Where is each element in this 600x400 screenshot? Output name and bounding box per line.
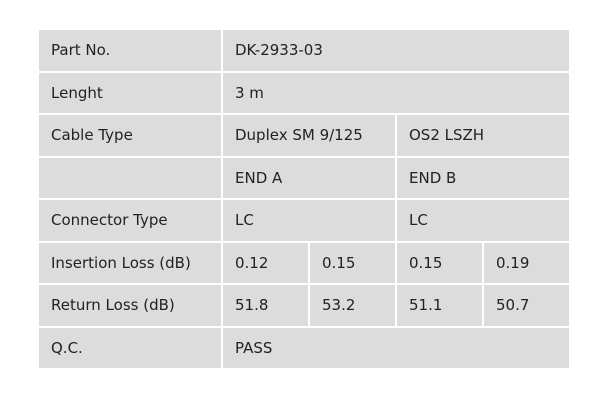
row-label: Connector Type: [39, 200, 221, 241]
table-row: Connector Type LC LC: [39, 200, 569, 241]
value-cell: 51.8: [223, 285, 308, 326]
table-row: END A END B: [39, 157, 569, 198]
table-row: Cable Type Duplex SM 9/125 OS2 LSZH: [39, 115, 569, 156]
row-label: Lenght: [39, 72, 221, 113]
value-cell: DK-2933-03: [223, 30, 569, 71]
value-cell: 53.2: [310, 285, 395, 326]
spec-table: Part No. DK-2933-03 Lenght 3 m Cable Type Dup…: [37, 28, 571, 370]
row-label: Part No.: [39, 30, 221, 71]
value-cell: 0.15: [310, 242, 395, 283]
table-row: Q.C. PASS: [39, 327, 569, 368]
row-label: Return Loss (dB): [39, 285, 221, 326]
table-row: Part No. DK-2933-03: [39, 30, 569, 71]
value-cell: LC: [397, 200, 569, 241]
value-cell: PASS: [223, 327, 569, 368]
row-label: Insertion Loss (dB): [39, 242, 221, 283]
row-label: Q.C.: [39, 327, 221, 368]
row-label: [39, 157, 221, 198]
table-body: Part No. DK-2933-03 Lenght 3 m Cable Type Dup…: [39, 30, 569, 368]
value-cell: 51.1: [397, 285, 482, 326]
value-cell: 0.12: [223, 242, 308, 283]
value-cell: 0.19: [484, 242, 569, 283]
value-cell: Duplex SM 9/125: [223, 115, 395, 156]
value-cell: 0.15: [397, 242, 482, 283]
table-row: Lenght 3 m: [39, 72, 569, 113]
spec-table-wrap: Part No. DK-2933-03 Lenght 3 m Cable Type Dup…: [37, 28, 571, 370]
row-label: Cable Type: [39, 115, 221, 156]
value-cell: 50.7: [484, 285, 569, 326]
table-row: Insertion Loss (dB) 0.12 0.15 0.15 0.19: [39, 242, 569, 283]
value-cell: OS2 LSZH: [397, 115, 569, 156]
value-cell: END A: [223, 157, 395, 198]
value-cell: END B: [397, 157, 569, 198]
value-cell: 3 m: [223, 72, 569, 113]
value-cell: LC: [223, 200, 395, 241]
table-row: Return Loss (dB) 51.8 53.2 51.1 50.7: [39, 285, 569, 326]
